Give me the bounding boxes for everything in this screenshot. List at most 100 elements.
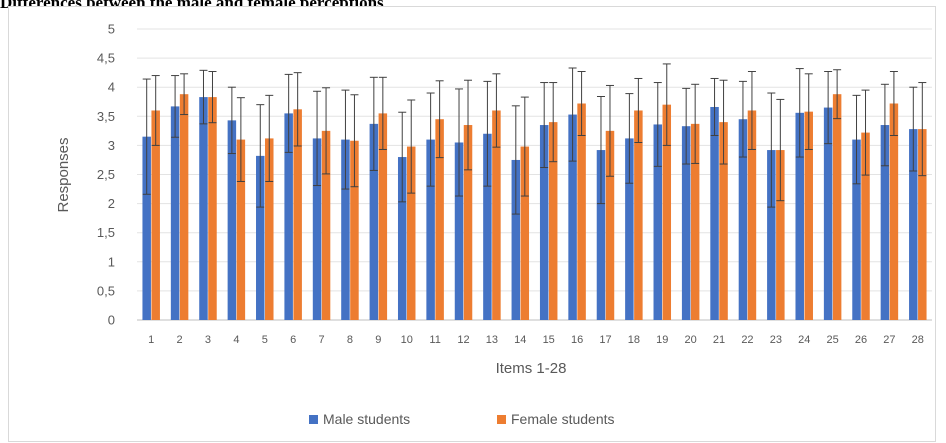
male-bar-17 xyxy=(596,150,606,320)
x-tick-label: 9 xyxy=(375,334,381,346)
female-bar-25 xyxy=(832,94,842,321)
female-bar-4 xyxy=(236,139,246,320)
error-bar xyxy=(795,68,804,158)
error-bar xyxy=(549,82,558,163)
y-tick-label: 4,5 xyxy=(97,51,115,66)
female-bar-22 xyxy=(747,110,757,320)
male-bar-5 xyxy=(256,155,265,320)
y-tick-label: 2 xyxy=(108,196,115,211)
female-bar-13 xyxy=(492,110,501,320)
y-tick-label: 4 xyxy=(108,80,115,95)
male-bar-23 xyxy=(767,150,776,320)
female-bar-18 xyxy=(634,110,643,320)
legend: Male students Female students xyxy=(309,411,615,427)
error-bar xyxy=(662,63,671,146)
x-tick-label: 11 xyxy=(429,334,440,346)
error-bar xyxy=(861,89,870,176)
x-axis-ticks: 1 2 3 4 5 6 7 8 9 10 11 12 13 14 15 16 17 18 19 20 21 22 23 24 2… xyxy=(148,334,924,346)
error-bar xyxy=(625,93,634,184)
x-tick-label: 24 xyxy=(798,334,810,346)
female-bar-21 xyxy=(719,122,728,321)
x-tick-label: 23 xyxy=(770,334,782,346)
female-bar-20 xyxy=(690,123,700,320)
male-bar-9 xyxy=(369,123,379,320)
error-bar xyxy=(492,73,501,148)
female-bar-23 xyxy=(776,150,785,320)
male-bar-21 xyxy=(710,106,719,320)
x-tick-label: 18 xyxy=(628,334,640,346)
error-bar xyxy=(171,75,180,138)
error-bar xyxy=(691,83,700,164)
x-tick-label: 19 xyxy=(656,334,668,346)
x-tick-label: 27 xyxy=(883,334,895,346)
male-bar-18 xyxy=(625,138,634,320)
error-bar xyxy=(435,80,444,159)
error-bar xyxy=(747,70,756,150)
x-tick-label: 2 xyxy=(177,334,183,346)
female-bar-6 xyxy=(293,109,302,320)
error-bar xyxy=(852,94,861,185)
male-bar-4 xyxy=(227,120,237,321)
bars xyxy=(142,94,927,321)
error-bar xyxy=(322,87,331,175)
x-tick-label: 22 xyxy=(741,334,753,346)
male-bar-14 xyxy=(511,159,521,320)
female-bar-28 xyxy=(918,129,927,320)
y-tick-label: 1,5 xyxy=(97,225,115,240)
x-tick-label: 25 xyxy=(827,334,839,346)
x-tick-label: 7 xyxy=(318,334,324,346)
y-tick-label: 3,5 xyxy=(97,109,115,124)
error-bar xyxy=(293,72,302,147)
legend-swatch xyxy=(497,415,506,424)
x-tick-label: 16 xyxy=(571,334,583,346)
female-bar-24 xyxy=(804,111,813,320)
female-bar-1 xyxy=(151,110,160,320)
error-bar xyxy=(464,79,473,171)
error-bar xyxy=(208,70,217,124)
error-bar xyxy=(426,92,435,187)
error-bar xyxy=(369,76,378,171)
x-tick-label: 8 xyxy=(347,334,353,346)
error-bar xyxy=(151,75,160,146)
male-bar-11 xyxy=(426,139,435,320)
error-bar xyxy=(199,69,208,125)
female-bar-14 xyxy=(520,146,530,320)
male-bar-28 xyxy=(909,129,918,320)
male-bar-6 xyxy=(284,113,293,320)
female-bar-19 xyxy=(662,104,672,320)
error-bar xyxy=(889,70,898,137)
male-bar-19 xyxy=(653,124,663,320)
female-bar-10 xyxy=(406,146,416,320)
error-bar xyxy=(455,88,464,197)
error-bar xyxy=(142,78,151,195)
error-bar xyxy=(634,77,643,143)
female-bar-16 xyxy=(577,103,586,320)
x-tick-label: 10 xyxy=(401,334,413,346)
error-bar xyxy=(350,94,359,188)
female-bar-9 xyxy=(378,113,388,320)
male-bar-26 xyxy=(852,139,861,320)
error-bar xyxy=(540,82,549,169)
error-bar xyxy=(719,79,728,165)
male-bar-7 xyxy=(312,138,322,320)
x-axis-title: Items 1-28 xyxy=(496,360,567,377)
x-tick-label: 21 xyxy=(713,334,725,346)
error-bar xyxy=(833,69,842,120)
error-bar xyxy=(776,98,785,202)
x-tick-label: 26 xyxy=(855,334,867,346)
y-tick-label: 0 xyxy=(108,313,115,328)
error-bar xyxy=(313,90,322,187)
x-tick-label: 5 xyxy=(262,334,268,346)
female-bar-15 xyxy=(548,122,558,321)
error-bars xyxy=(142,63,927,215)
male-bar-13 xyxy=(483,133,492,320)
error-bar xyxy=(256,104,265,208)
y-tick-label: 0,5 xyxy=(97,283,115,298)
x-tick-label: 17 xyxy=(599,334,611,346)
legend-swatch xyxy=(309,415,318,424)
error-bar xyxy=(738,80,747,158)
female-bar-17 xyxy=(605,130,615,320)
male-bar-15 xyxy=(539,125,549,320)
female-bar-3 xyxy=(208,97,217,321)
